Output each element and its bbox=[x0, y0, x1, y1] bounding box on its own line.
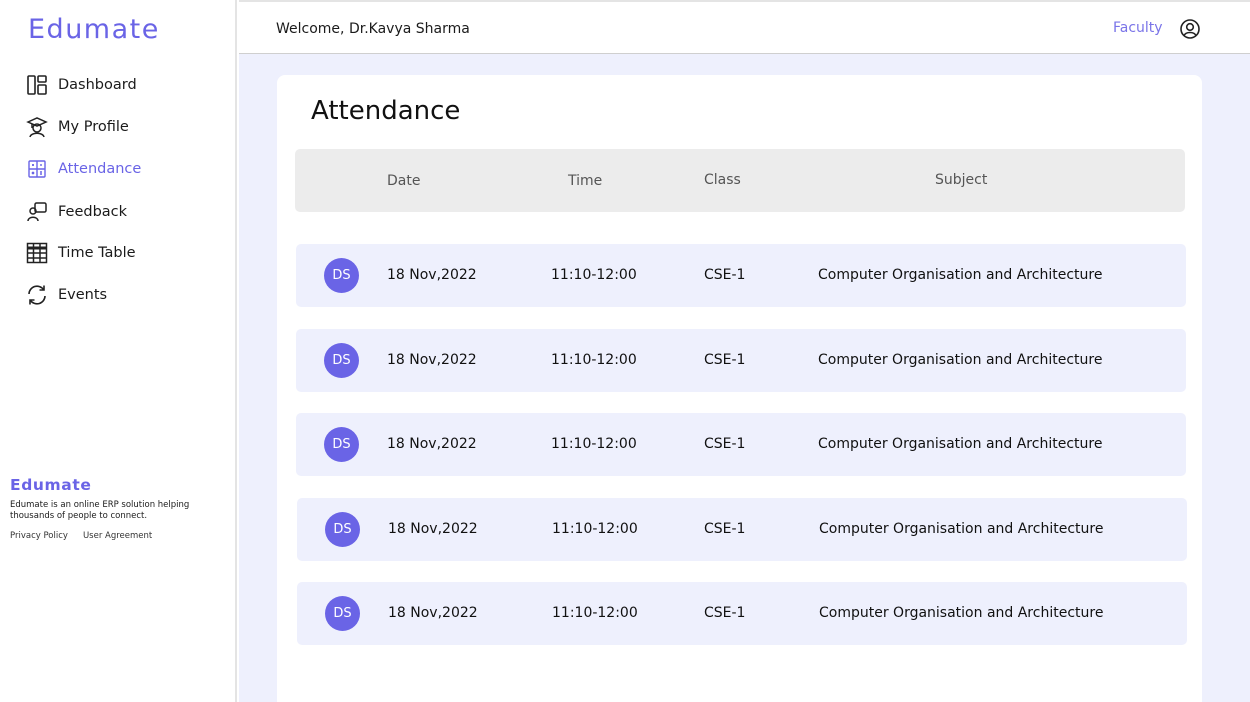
privacy-policy-link[interactable]: Privacy Policy bbox=[10, 531, 68, 541]
avatar: DS bbox=[324, 427, 359, 462]
sidebar-item-label: Attendance bbox=[58, 161, 142, 177]
sidebar-item-label: My Profile bbox=[58, 119, 129, 135]
footer-links: Privacy Policy User Agreement bbox=[10, 531, 225, 541]
table-header: Date Time Class Subject bbox=[295, 149, 1185, 212]
row-class: CSE-1 bbox=[704, 352, 746, 368]
table-row[interactable]: DS 18 Nov,2022 11:10-12:00 CSE-1 Compute… bbox=[296, 244, 1186, 307]
page-title: Attendance bbox=[311, 96, 461, 126]
sidebar-footer: Edumate Edumate is an online ERP solutio… bbox=[10, 476, 225, 541]
row-date: 18 Nov,2022 bbox=[387, 352, 477, 368]
row-subject: Computer Organisation and Architecture bbox=[819, 605, 1104, 621]
dashboard-icon bbox=[26, 74, 48, 96]
footer-brand: Edumate bbox=[10, 476, 92, 494]
sidebar-item-my-profile[interactable]: My Profile bbox=[26, 116, 226, 138]
sidebar-item-label: Time Table bbox=[58, 245, 136, 261]
column-header-date: Date bbox=[387, 173, 421, 189]
main-area: Attendance Date Time Class Subject DS 18… bbox=[239, 54, 1250, 702]
row-class: CSE-1 bbox=[704, 521, 746, 537]
avatar: DS bbox=[324, 343, 359, 378]
user-circle-icon[interactable] bbox=[1179, 18, 1201, 40]
row-subject: Computer Organisation and Architecture bbox=[818, 352, 1103, 368]
sidebar-item-feedback[interactable]: Feedback bbox=[26, 201, 226, 223]
welcome-text: Welcome, Dr.Kavya Sharma bbox=[276, 21, 470, 37]
row-date: 18 Nov,2022 bbox=[388, 605, 478, 621]
row-subject: Computer Organisation and Architecture bbox=[819, 521, 1104, 537]
table-row[interactable]: DS 18 Nov,2022 11:10-12:00 CSE-1 Compute… bbox=[297, 582, 1187, 645]
row-date: 18 Nov,2022 bbox=[387, 267, 477, 283]
row-time: 11:10-12:00 bbox=[552, 605, 638, 621]
row-subject: Computer Organisation and Architecture bbox=[818, 436, 1103, 452]
refresh-icon bbox=[26, 284, 48, 306]
feedback-icon bbox=[26, 201, 48, 223]
brand-logo[interactable]: Edumate bbox=[28, 14, 160, 45]
sidebar-item-label: Feedback bbox=[58, 204, 128, 220]
attendance-card: Attendance Date Time Class Subject DS 18… bbox=[277, 75, 1202, 702]
avatar: DS bbox=[325, 512, 360, 547]
graduate-icon bbox=[26, 116, 48, 138]
avatar: DS bbox=[325, 596, 360, 631]
row-date: 18 Nov,2022 bbox=[387, 436, 477, 452]
row-time: 11:10-12:00 bbox=[551, 352, 637, 368]
top-header: Welcome, Dr.Kavya Sharma Faculty bbox=[239, 0, 1250, 54]
table-icon bbox=[26, 242, 48, 264]
row-date: 18 Nov,2022 bbox=[388, 521, 478, 537]
row-time: 11:10-12:00 bbox=[551, 267, 637, 283]
sidebar-item-time-table[interactable]: Time Table bbox=[26, 242, 226, 264]
sidebar-item-events[interactable]: Events bbox=[26, 284, 226, 306]
column-header-time: Time bbox=[568, 173, 603, 189]
table-row[interactable]: DS 18 Nov,2022 11:10-12:00 CSE-1 Compute… bbox=[296, 413, 1186, 476]
row-class: CSE-1 bbox=[704, 605, 746, 621]
sidebar-item-label: Events bbox=[58, 287, 108, 303]
user-agreement-link[interactable]: User Agreement bbox=[82, 531, 153, 541]
sidebar-item-label: Dashboard bbox=[58, 77, 137, 93]
sidebar: Edumate Dashboard My Profil bbox=[0, 0, 237, 702]
calculator-icon bbox=[26, 158, 48, 180]
row-class: CSE-1 bbox=[704, 436, 746, 452]
footer-description: Edumate is an online ERP solution helpin… bbox=[10, 500, 190, 521]
column-header-class: Class bbox=[704, 172, 741, 188]
avatar: DS bbox=[324, 258, 359, 293]
table-row[interactable]: DS 18 Nov,2022 11:10-12:00 CSE-1 Compute… bbox=[297, 498, 1187, 561]
sidebar-item-attendance[interactable]: Attendance bbox=[26, 158, 226, 180]
row-time: 11:10-12:00 bbox=[552, 521, 638, 537]
role-link[interactable]: Faculty bbox=[1113, 20, 1163, 36]
row-class: CSE-1 bbox=[704, 267, 746, 283]
row-time: 11:10-12:00 bbox=[551, 436, 637, 452]
column-header-subject: Subject bbox=[935, 172, 988, 188]
row-subject: Computer Organisation and Architecture bbox=[818, 267, 1103, 283]
table-row[interactable]: DS 18 Nov,2022 11:10-12:00 CSE-1 Compute… bbox=[296, 329, 1186, 392]
sidebar-item-dashboard[interactable]: Dashboard bbox=[26, 74, 226, 96]
